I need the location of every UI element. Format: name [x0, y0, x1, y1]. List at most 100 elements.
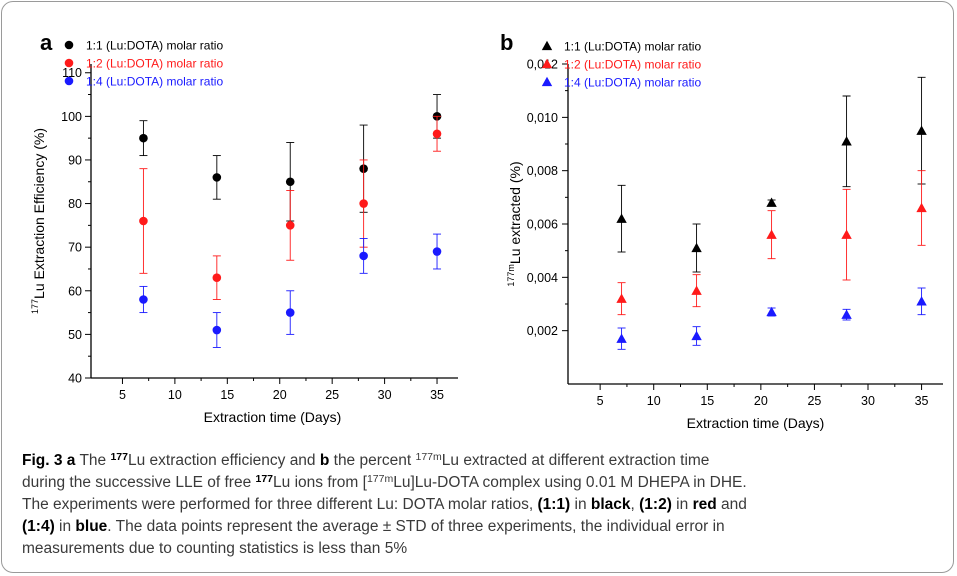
- data-point: [212, 173, 222, 182]
- x-axis-label: Extraction time (Days): [204, 409, 342, 425]
- data-point: [432, 129, 442, 139]
- caption-ratio-1-1: (1:1): [537, 496, 571, 513]
- caption-panel-a: a: [66, 452, 76, 469]
- x-tick-label: 20: [754, 394, 768, 408]
- legend-label: 1:2 (Lu:DOTA) molar ratio: [564, 58, 701, 72]
- series-2: [139, 115, 442, 300]
- caption-color-blue: blue: [75, 518, 108, 535]
- caption-superscript: 177m: [415, 451, 442, 463]
- y-tick-label: 0,002: [527, 324, 558, 338]
- data-point: [212, 273, 222, 282]
- y-tick-label: 0,006: [527, 218, 558, 232]
- x-tick-label: 5: [597, 394, 604, 408]
- x-tick-label: 25: [807, 394, 821, 408]
- legend-marker: [541, 40, 553, 51]
- y-tick-label: 40: [68, 372, 82, 386]
- y-axis-label-superscript: 177m: [506, 264, 516, 287]
- x-tick-label: 10: [647, 394, 661, 408]
- data-point: [916, 202, 927, 213]
- data-point: [359, 199, 368, 208]
- caption-text: Lu]Lu-DOTA complex using 0.01 M DHEPA in…: [393, 474, 747, 491]
- x-tick-label: 30: [378, 388, 392, 402]
- y-tick-label: 0,008: [527, 164, 558, 178]
- caption-panel-b: b: [319, 452, 330, 469]
- x-tick-label: 25: [325, 388, 339, 402]
- data-point: [616, 213, 627, 223]
- y-tick-label: 100: [61, 110, 82, 124]
- caption-fig-label: Fig. 3: [22, 452, 63, 469]
- data-point: [916, 125, 927, 135]
- data-point: [841, 309, 852, 319]
- panel-label-a: a: [40, 30, 53, 55]
- y-tick-label: 60: [68, 284, 82, 298]
- legend-marker: [541, 58, 553, 69]
- data-point: [139, 133, 148, 143]
- caption-ratio-1-2: (1:2): [639, 496, 672, 513]
- figure-charts: a b 5 10 15 20 25 30 35 40 50 60 70 80 90 100 110 Extra…: [30, 30, 943, 431]
- series-2: [616, 170, 927, 316]
- caption-text: ,: [630, 496, 640, 513]
- caption-text: Lu extraction efficiency and: [128, 452, 320, 469]
- legend-label: 1:4 (Lu:DOTA) molar ratio: [86, 75, 223, 89]
- x-tick-label: 35: [915, 394, 929, 408]
- caption-text: and: [716, 496, 747, 513]
- legend-marker: [64, 76, 74, 86]
- series-1: [616, 76, 927, 273]
- data-point: [841, 136, 852, 146]
- x-tick-label: 15: [220, 388, 234, 402]
- data-point: [285, 221, 295, 230]
- legend-marker: [541, 76, 553, 87]
- legend-label: 1:1 (Lu:DOTA) molar ratio: [564, 40, 701, 54]
- caption-text: Lu ions from [: [273, 474, 367, 491]
- caption-color-black: black: [590, 496, 631, 513]
- x-tick-label: 10: [168, 388, 182, 402]
- y-axis-label-superscript: 177: [30, 299, 40, 314]
- legend-label: 1:2 (Lu:DOTA) molar ratio: [86, 57, 223, 71]
- data-point: [212, 325, 222, 335]
- data-point: [285, 177, 295, 187]
- x-tick-label: 30: [861, 394, 875, 408]
- y-tick-label: 110: [62, 66, 82, 80]
- x-tick-label: 5: [119, 388, 126, 402]
- data-point: [139, 295, 148, 304]
- data-point: [841, 229, 852, 239]
- caption-superscript: 177m: [366, 473, 394, 485]
- legend-label: 1:1 (Lu:DOTA) molar ratio: [86, 39, 223, 53]
- caption-superscript: 177: [110, 451, 128, 463]
- caption-text: . The data points represent the average …: [107, 518, 725, 535]
- chart-panel-b: 5 10 15 20 25 30 35 0,002 0,004 0,006 0,008 0,010 0,…: [506, 40, 943, 431]
- x-tick-label: 15: [700, 394, 714, 408]
- data-point: [691, 330, 702, 341]
- legend-marker: [64, 40, 74, 50]
- y-tick-label: 80: [68, 197, 82, 211]
- panel-label-b: b: [500, 30, 513, 55]
- caption-text: Lu extracted at different extraction tim…: [441, 452, 710, 469]
- y-tick-label: 70: [68, 241, 82, 255]
- y-axis-label-text: Lu Extraction Efficiency (%): [31, 128, 47, 299]
- y-tick-label: 0,012: [527, 58, 558, 72]
- caption-text: during the successive LLE of free: [22, 474, 256, 491]
- caption-color-red: red: [692, 496, 717, 513]
- chart-panel-a: 5 10 15 20 25 30 35 40 50 60 70 80 90 100 110 Extractio…: [30, 39, 458, 425]
- y-tick-label: 0,010: [527, 111, 558, 125]
- x-tick-label: 35: [430, 388, 444, 402]
- series-1: [139, 94, 442, 222]
- data-point: [766, 306, 777, 317]
- data-point: [691, 242, 702, 253]
- caption-text: in: [570, 496, 591, 513]
- legend: 1:1 (Lu:DOTA) molar ratio 1:2 (Lu:DOTA) m…: [541, 40, 701, 90]
- series-3: [616, 287, 927, 350]
- y-tick-label: 0,004: [527, 271, 558, 285]
- data-point: [616, 293, 627, 303]
- legend-label: 1:4 (Lu:DOTA) molar ratio: [564, 76, 701, 90]
- data-point: [432, 247, 442, 256]
- x-tick-label: 20: [273, 388, 287, 402]
- legend-marker: [64, 58, 74, 68]
- caption-text: measurements due to counting statistics …: [22, 540, 408, 557]
- data-point: [616, 333, 627, 343]
- y-axis-label: 177mLu extracted (%): [506, 161, 523, 286]
- legend: 1:1 (Lu:DOTA) molar ratio 1:2 (Lu:DOTA) m…: [64, 39, 223, 89]
- y-axis-label: 177Lu Extraction Efficiency (%): [30, 128, 47, 314]
- caption-text: The: [75, 452, 111, 469]
